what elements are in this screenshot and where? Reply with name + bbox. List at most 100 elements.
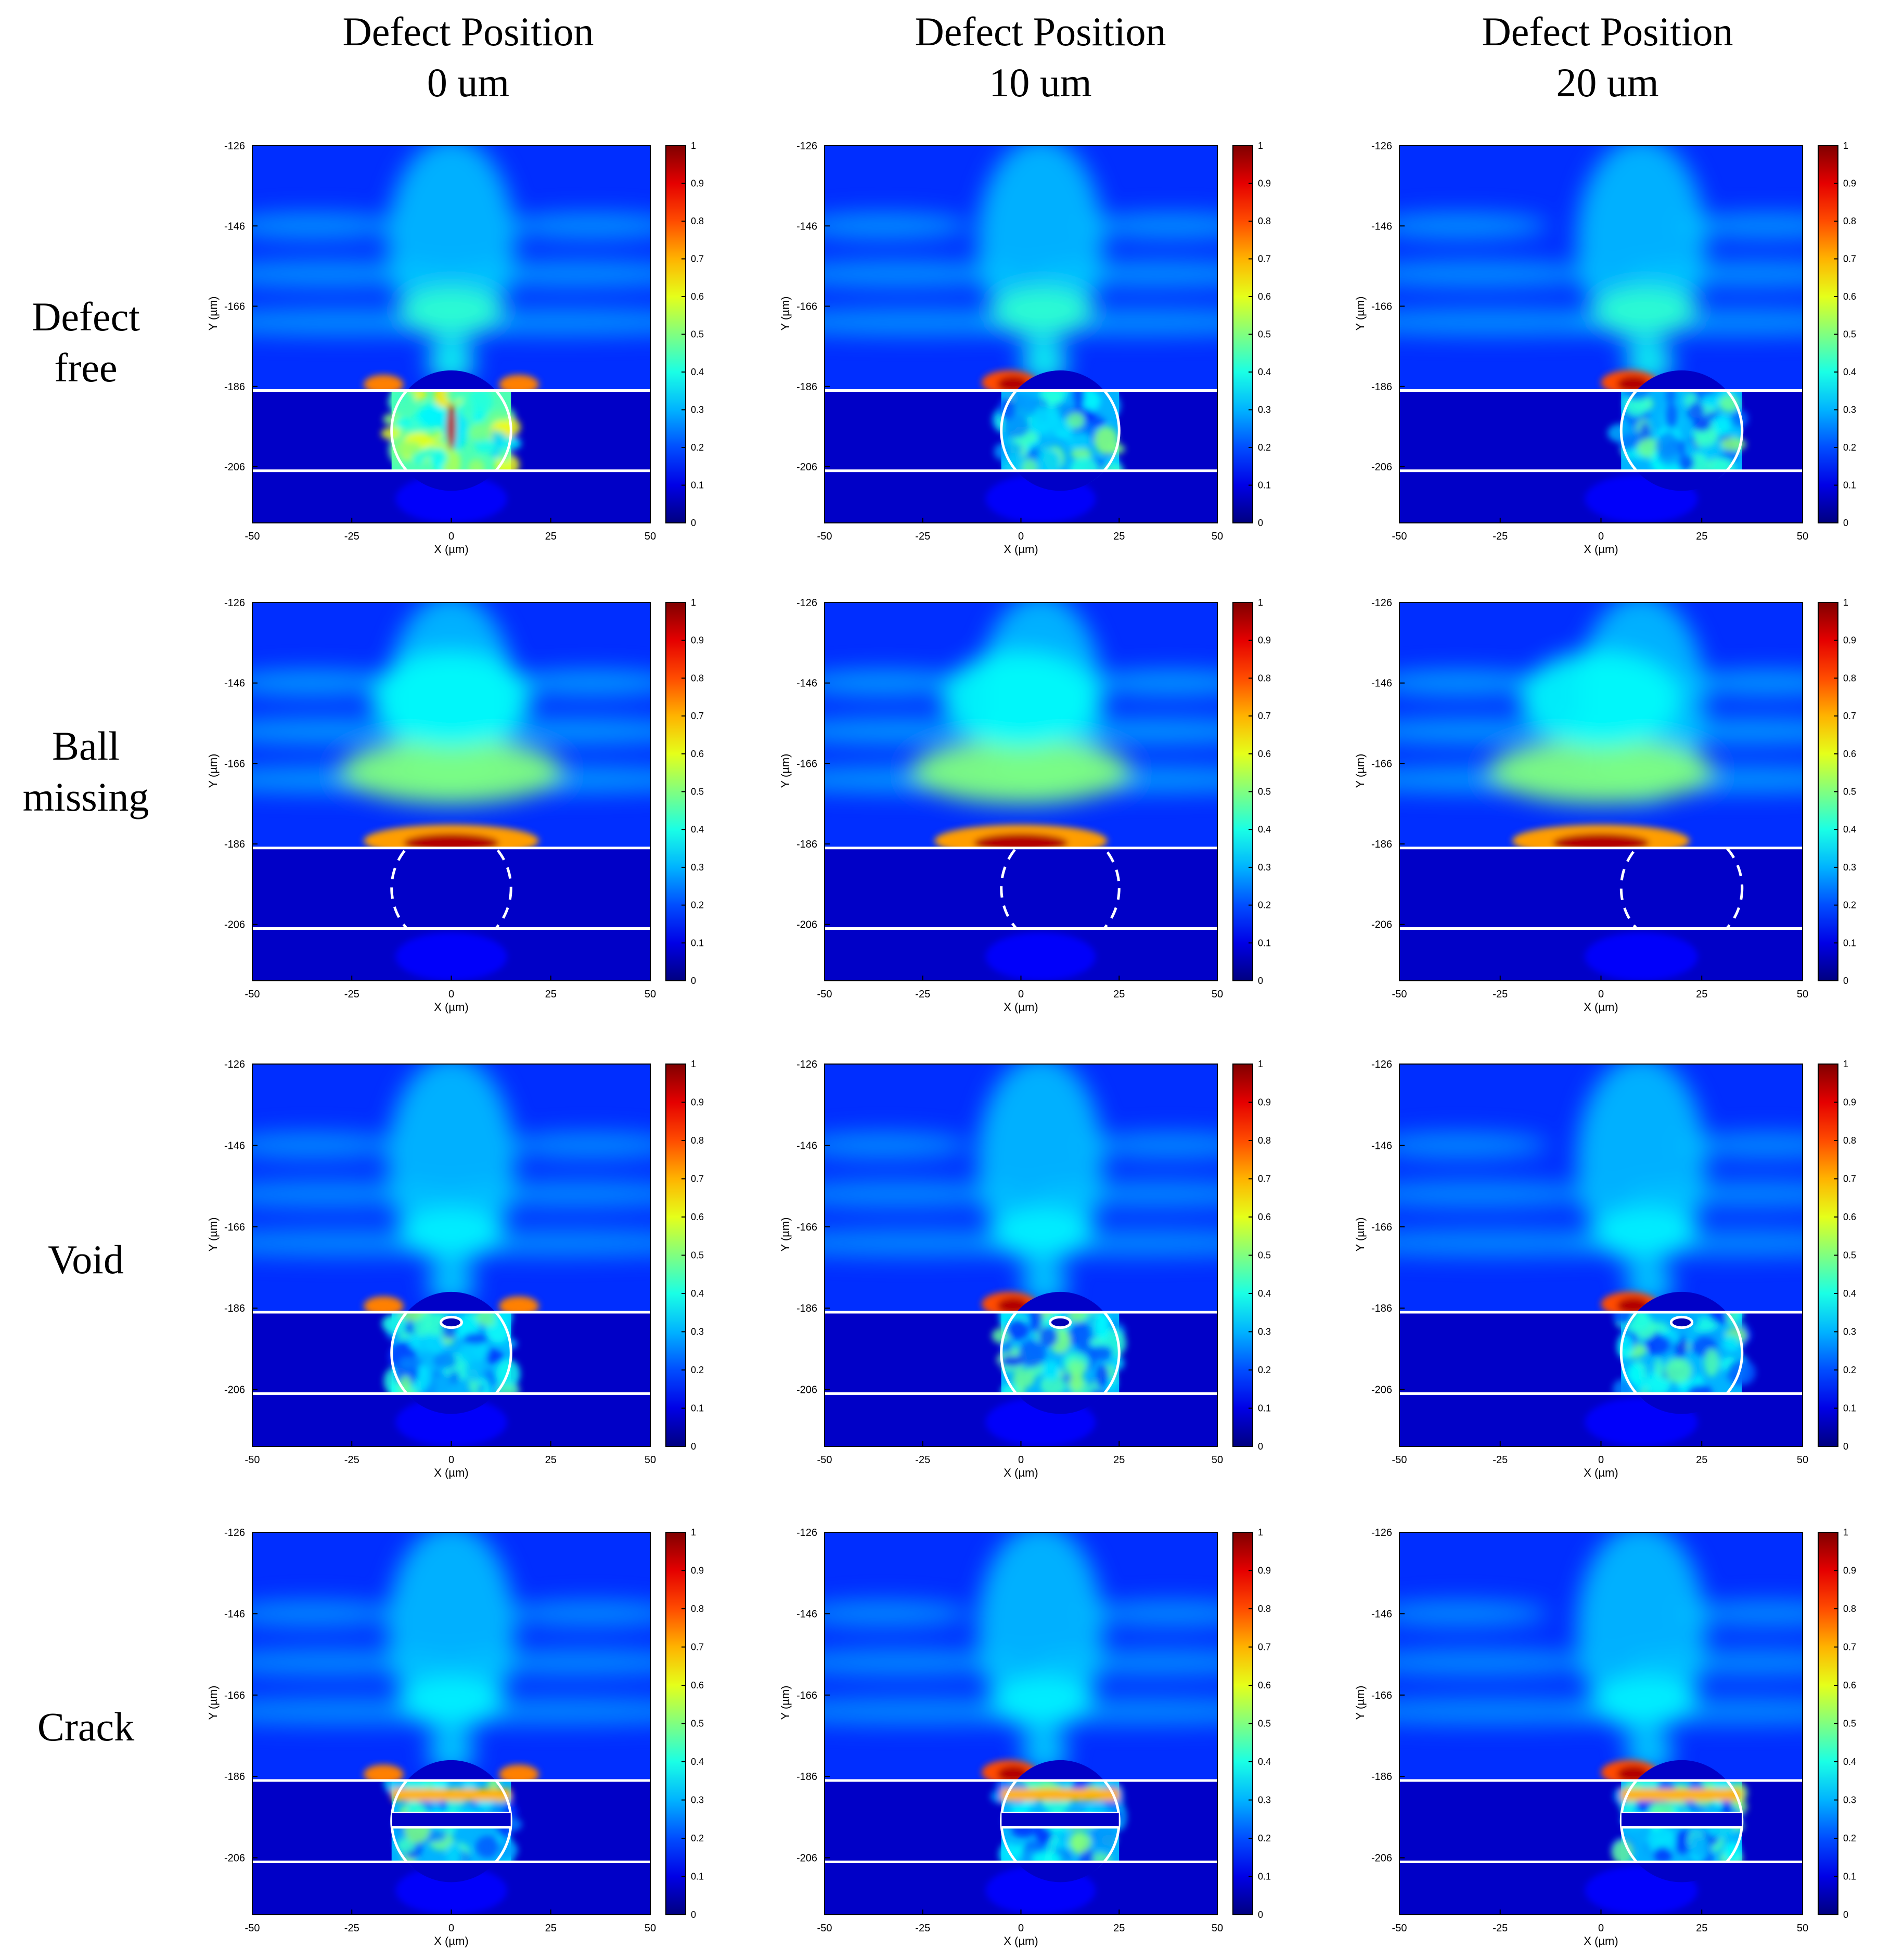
colorbar-tick-label: 1 <box>1843 1059 1848 1069</box>
x-tick-label: -50 <box>245 1454 260 1466</box>
y-tick-label: -186 <box>224 839 245 850</box>
colorbar-tick-label: 0 <box>1843 518 1848 528</box>
colorbar-tick-label: 0.4 <box>1258 1757 1271 1767</box>
y-tick-label: -146 <box>1371 221 1392 232</box>
texture-spot <box>1006 1319 1029 1340</box>
texture-spot <box>396 1838 416 1852</box>
focus-blob <box>400 1674 503 1724</box>
ball-inner <box>1607 379 1748 481</box>
wave-band <box>825 1181 1025 1208</box>
x-tick-label: -25 <box>915 1923 930 1934</box>
focus-blob <box>1488 739 1714 804</box>
y-tick-label: -146 <box>224 678 245 689</box>
colorbar-tick-label: 0.5 <box>691 1719 704 1729</box>
colorbar-tick-label: 0.6 <box>1258 291 1271 302</box>
texture-spot <box>1665 403 1679 428</box>
void-marker <box>1048 1315 1072 1329</box>
colorbar-tick-label: 0.7 <box>1843 711 1856 721</box>
colorbar-tick-label: 0.8 <box>1843 673 1856 683</box>
wave-band <box>1399 670 1549 696</box>
colorbar-tick-label: 0.5 <box>1843 787 1856 797</box>
colorbar-tick-label: 0.4 <box>1843 367 1856 377</box>
colorbar-tick-label: 0.5 <box>1843 1719 1856 1729</box>
x-axis-label: X (µm) <box>434 1001 468 1014</box>
wave-band <box>825 670 970 696</box>
ball-outline <box>1619 848 1744 929</box>
texture-spot <box>1627 1364 1643 1384</box>
field-layer <box>825 603 1217 981</box>
crack-gap <box>1001 1813 1119 1827</box>
x-tick-label: -25 <box>1493 1923 1508 1934</box>
colorbar-tick-label: 0.3 <box>1258 405 1271 415</box>
texture-spot <box>420 405 448 428</box>
focus-blob <box>911 739 1131 804</box>
wave-blobs <box>825 603 1217 804</box>
colorbar-tick-label: 0.8 <box>691 216 704 226</box>
colorbar-tick-label: 1 <box>1258 1527 1263 1538</box>
colorbar-tick-label: 0.6 <box>1843 1212 1856 1222</box>
ball-outline-group <box>1619 1312 1744 1394</box>
colorbar-tick-label: 0.7 <box>691 254 704 264</box>
texture-spot <box>468 388 493 415</box>
wave-band <box>825 261 1025 287</box>
solder-ball <box>1612 1291 1756 1414</box>
y-axis-label: Y (µm) <box>207 1685 220 1720</box>
ball-texture <box>1612 1298 1756 1406</box>
x-tick-label: -50 <box>817 531 832 542</box>
y-tick-label: -126 <box>796 597 817 609</box>
colorbar-tick-label: 0.2 <box>1843 1833 1856 1843</box>
colorbar-tick-label: 0.4 <box>1843 1288 1856 1299</box>
wave-band <box>503 1600 650 1627</box>
x-tick-label: 50 <box>1212 989 1223 1000</box>
x-tick-label: 50 <box>1797 989 1808 1000</box>
texture-spot <box>1684 441 1695 457</box>
x-tick-label: 50 <box>645 531 656 542</box>
y-tick-label: -126 <box>224 597 245 609</box>
colorbar-tick-label: 0 <box>1843 1441 1848 1452</box>
ball-outline-group <box>390 848 512 929</box>
row-label-1: Ball missing <box>0 721 172 823</box>
column-title-1: Defect Position 10 um <box>806 6 1275 108</box>
x-tick-label: -50 <box>245 1923 260 1934</box>
below-glow <box>985 932 1096 981</box>
texture-spot <box>1723 1335 1741 1352</box>
x-tick-label: 25 <box>1696 531 1707 542</box>
wave-blobs <box>825 146 1217 383</box>
wave-band <box>252 213 400 239</box>
texture-spot <box>1047 418 1072 433</box>
x-tick-label: 0 <box>1018 1454 1024 1466</box>
panel-free-0: -126 -146 -166 -186 -206 -50 -25 0 25 50 X (µm) Y (… <box>207 140 704 556</box>
focus-blob <box>400 1206 503 1256</box>
colorbar-tick-label: 0.6 <box>691 1212 704 1222</box>
y-tick-label: -166 <box>796 301 817 313</box>
x-tick-label: -25 <box>915 1454 930 1466</box>
y-tick-label: -166 <box>1371 301 1392 313</box>
colorbar-tick-label: 1 <box>691 140 696 151</box>
colorbar-tick-label: 1 <box>691 597 696 608</box>
column-title-line1: Defect Position <box>342 9 594 54</box>
colorbar-tick-label: 0.4 <box>1258 1288 1271 1299</box>
x-axis-label: X (µm) <box>1584 1935 1618 1948</box>
column-title-line2: 0 um <box>427 60 510 105</box>
x-tick-label: 0 <box>448 1454 454 1466</box>
row-label-line2: missing <box>22 774 149 819</box>
colorbar-tick-label: 0.4 <box>691 1757 704 1767</box>
wave-blobs <box>252 146 650 383</box>
column-title-2: Defect Position 20 um <box>1373 6 1842 108</box>
colorbar-tick-label: 0.4 <box>691 367 704 377</box>
colorbar-tick-label: 1 <box>1843 1527 1848 1538</box>
ball-outline <box>1000 1780 1121 1862</box>
texture-spot <box>458 1343 486 1365</box>
wave-band <box>825 1600 970 1627</box>
y-tick-label: -206 <box>1371 1853 1392 1864</box>
texture-spot <box>1070 448 1092 459</box>
x-tick-label: -25 <box>1493 1454 1508 1466</box>
y-axis-label: Y (µm) <box>1354 1685 1367 1720</box>
colorbar-tick-label: 1 <box>1258 597 1263 608</box>
y-tick-label: -126 <box>224 1527 245 1539</box>
x-tick-label: 0 <box>448 1923 454 1934</box>
colorbar-tick-label: 0 <box>691 976 696 986</box>
texture-spot <box>400 1375 411 1392</box>
ball-outline-group <box>1619 390 1744 471</box>
texture-spot <box>484 1348 504 1364</box>
